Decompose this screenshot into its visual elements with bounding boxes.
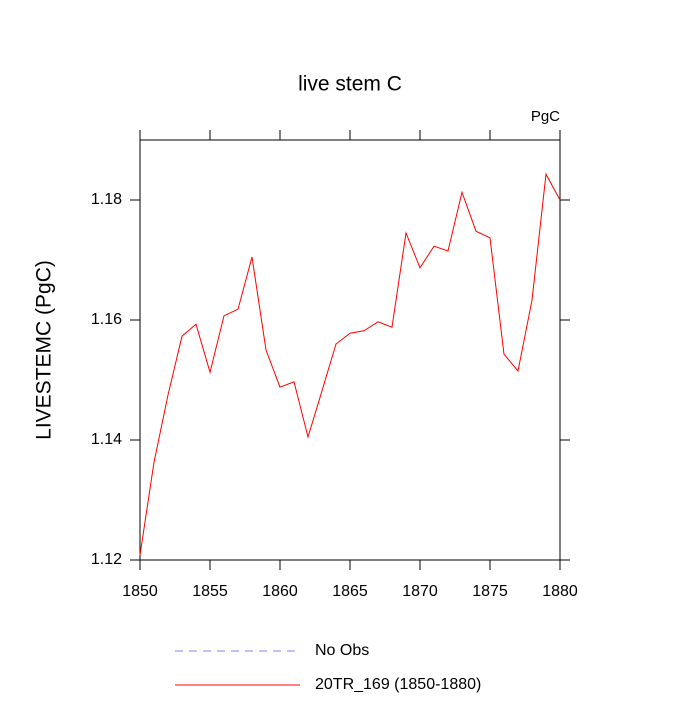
y-tick-label: 1.14 (91, 431, 122, 448)
units-label: PgC (531, 108, 560, 125)
y-tick-label: 1.12 (91, 551, 122, 568)
x-tick-label: 1865 (332, 583, 368, 600)
x-tick-label: 1860 (262, 583, 298, 600)
y-axis-label: LIVESTEMC (PgC) (33, 260, 56, 440)
legend-label: 20TR_169 (1850-1880) (315, 676, 481, 693)
x-tick-label: 1850 (122, 583, 158, 600)
x-tick-label: 1875 (472, 583, 508, 600)
y-tick-label: 1.18 (91, 191, 122, 208)
y-tick-label: 1.16 (91, 311, 122, 328)
chart-title: live stem C (298, 73, 402, 96)
data-line (139, 172, 561, 556)
x-tick-label: 1855 (192, 583, 228, 600)
x-tick-label: 1880 (542, 583, 578, 600)
legend-label: No Obs (315, 642, 369, 659)
plot-frame (139, 139, 561, 561)
x-tick-label: 1870 (402, 583, 438, 600)
